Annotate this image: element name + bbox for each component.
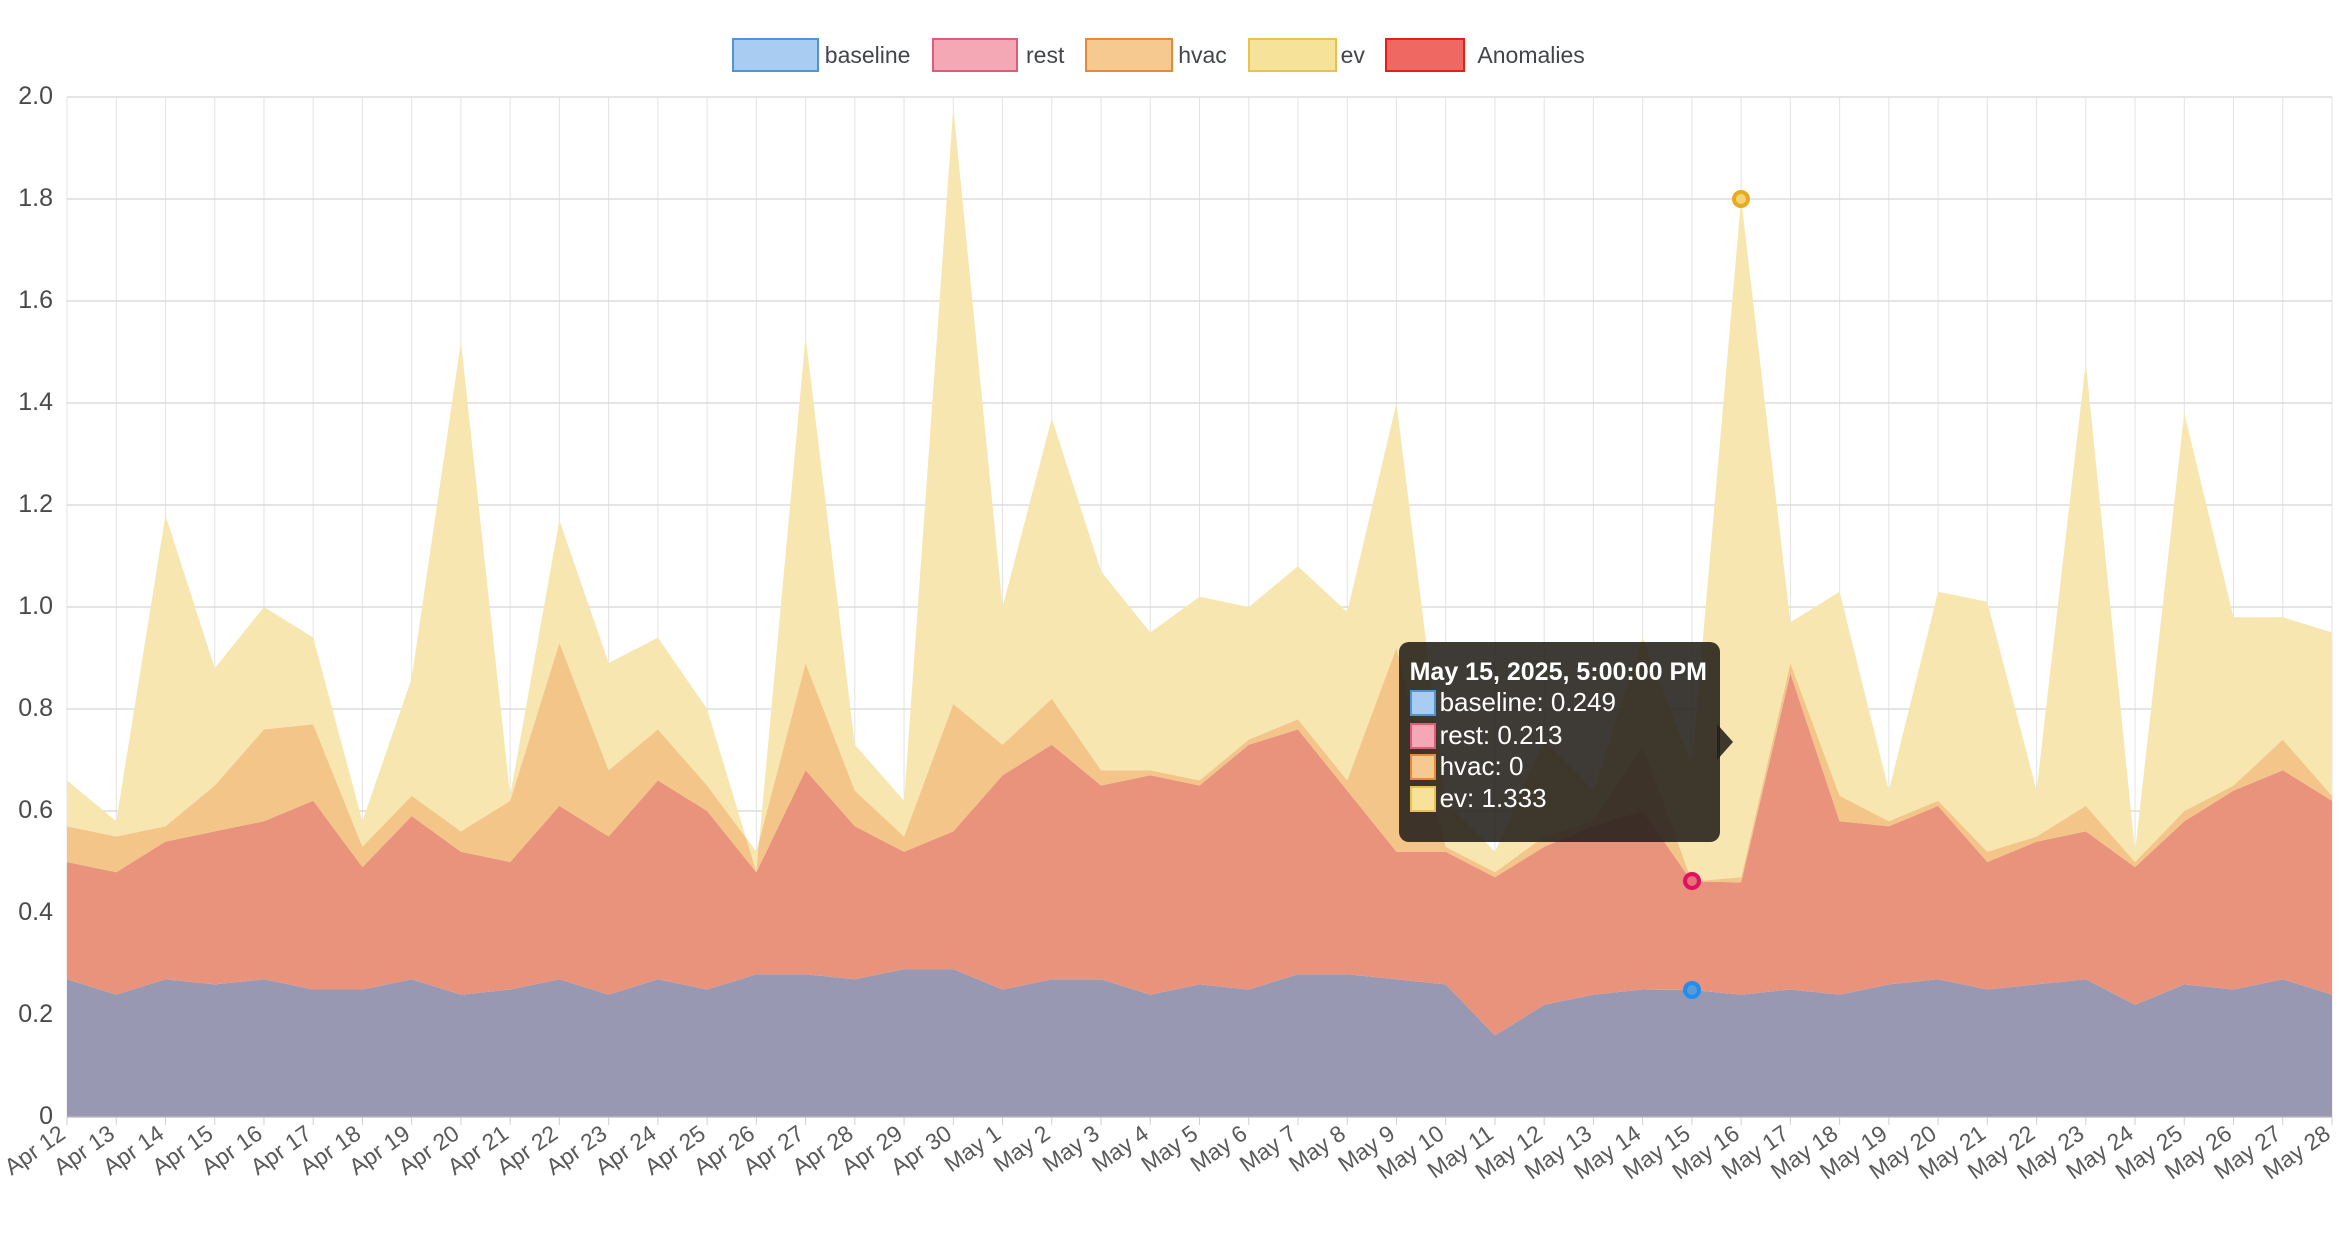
svg-text:0.4: 0.4 (18, 898, 53, 926)
svg-text:1.6: 1.6 (18, 286, 53, 314)
svg-text:1.4: 1.4 (18, 388, 53, 416)
svg-text:1.8: 1.8 (18, 184, 53, 212)
svg-text:0.8: 0.8 (18, 694, 53, 722)
svg-text:0.6: 0.6 (18, 796, 53, 824)
svg-text:1.2: 1.2 (18, 490, 53, 518)
svg-text:1.0: 1.0 (18, 592, 53, 620)
svg-text:0.2: 0.2 (18, 1000, 53, 1028)
